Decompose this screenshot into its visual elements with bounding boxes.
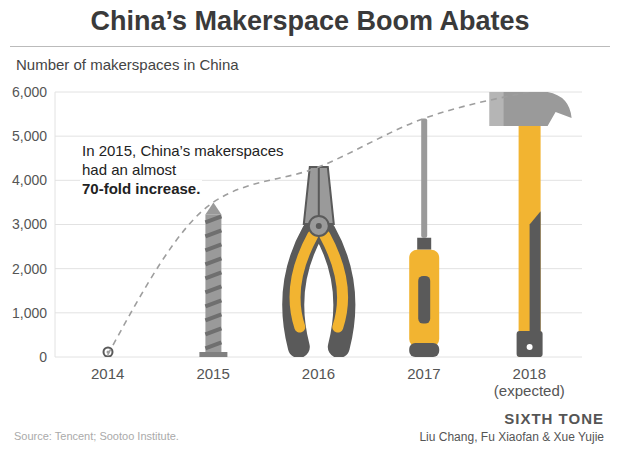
svg-text:2018(expected): 2018(expected): [494, 365, 565, 399]
html-text:70-fold increase.: 70-fold increase.: [82, 180, 201, 197]
svg-text:1,000: 1,000: [12, 305, 47, 321]
svg-text:0: 0: [39, 349, 47, 365]
svg-text:3,000: 3,000: [12, 216, 47, 232]
html-text:SIXTH TONE: SIXTH TONE: [504, 410, 604, 427]
html-text:China’s Makerspace Boom Abates: China’s Makerspace Boom Abates: [90, 6, 530, 36]
svg-text:2017: 2017: [407, 365, 440, 382]
html-text:Number of makerspaces in China: Number of makerspaces in China: [16, 56, 239, 73]
svg-text:2016: 2016: [302, 365, 335, 382]
svg-text:2014: 2014: [91, 365, 124, 382]
html-text:Source: Tencent; Sootoo Instit: Source: Tencent; Sootoo Institute.: [14, 430, 179, 442]
svg-text:2015: 2015: [196, 365, 229, 382]
html-text:Liu Chang, Fu Xiaofan & Xue Yu: Liu Chang, Fu Xiaofan & Xue Yujie: [419, 430, 604, 444]
svg-text:6,000: 6,000: [12, 84, 47, 100]
svg-text:4,000: 4,000: [12, 172, 47, 188]
html-text:In 2015, China’s makerspaces: In 2015, China’s makerspaces: [82, 142, 284, 159]
svg-text:5,000: 5,000: [12, 128, 47, 144]
svg-text:2,000: 2,000: [12, 261, 47, 277]
html-text:had an almost: had an almost: [82, 161, 177, 178]
